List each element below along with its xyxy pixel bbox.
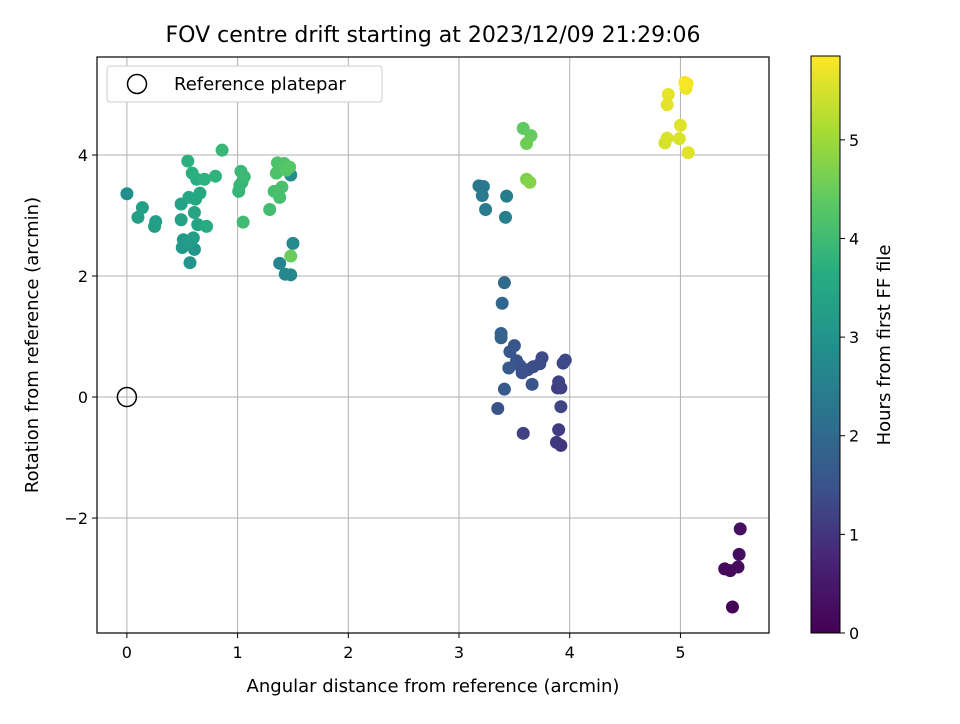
data-point	[660, 98, 674, 112]
data-point	[237, 170, 251, 184]
data-point	[732, 547, 746, 561]
data-point	[186, 231, 200, 245]
data-point	[475, 189, 489, 203]
colorbar-label: Hours from first FF file	[874, 245, 895, 446]
data-point	[200, 219, 214, 233]
x-axis-label: Angular distance from reference (arcmin)	[247, 676, 620, 697]
data-point	[661, 88, 675, 102]
reference-marker	[116, 386, 138, 408]
data-point	[672, 132, 686, 146]
data-point	[497, 276, 511, 290]
data-point	[149, 215, 163, 229]
data-point	[284, 249, 298, 263]
data-point	[520, 137, 534, 151]
data-point	[681, 146, 695, 160]
data-point	[516, 426, 530, 440]
chart-title: FOV centre drift starting at 2023/12/09 …	[166, 23, 701, 48]
y-tick-label: −2	[64, 509, 88, 528]
plot-area-frame	[96, 56, 770, 634]
data-point	[185, 166, 199, 180]
legend-box	[106, 65, 383, 103]
data-point	[284, 268, 298, 282]
y-tick-label: 0	[78, 388, 88, 407]
data-point	[269, 166, 283, 180]
data-point	[549, 435, 563, 449]
grid-lines	[97, 57, 769, 633]
data-point	[678, 75, 692, 89]
data-point	[120, 187, 134, 201]
data-point	[187, 205, 201, 219]
x-tick-label: 0	[122, 643, 132, 662]
data-point	[733, 522, 747, 536]
x-tick-label: 4	[565, 643, 575, 662]
colorbar: 0 1 2 3 4 5 Hours from first FF file	[810, 55, 895, 643]
data-point	[503, 345, 517, 359]
data-point	[286, 236, 300, 250]
data-point	[263, 202, 277, 216]
data-point	[283, 160, 297, 174]
colorbar-tick-label: 1	[849, 525, 859, 544]
data-point	[502, 361, 516, 375]
data-point	[236, 215, 250, 229]
data-point	[660, 131, 674, 145]
data-point	[673, 118, 687, 132]
data-point	[174, 213, 188, 227]
data-point	[525, 377, 539, 391]
data-point	[552, 423, 566, 437]
data-point	[208, 169, 222, 183]
data-point	[499, 210, 513, 224]
data-point	[215, 143, 229, 157]
data-point	[183, 256, 197, 270]
x-tick-label: 3	[454, 643, 464, 662]
data-point	[197, 172, 211, 186]
data-point	[193, 186, 207, 200]
data-point	[500, 189, 514, 203]
y-tick-label: 2	[78, 267, 88, 286]
data-point	[554, 400, 568, 414]
data-point	[495, 296, 509, 310]
colorbar-tick-label: 3	[849, 328, 859, 347]
x-tick-label: 2	[343, 643, 353, 662]
legend-entry-reference: Reference platepar	[174, 74, 346, 95]
data-point	[523, 175, 537, 189]
data-point	[731, 560, 745, 574]
colorbar-tick-label: 2	[849, 427, 859, 446]
colorbar-ticks: 0 1 2 3 4 5	[840, 131, 859, 643]
legend-reference-marker	[126, 73, 148, 95]
data-point	[273, 190, 287, 204]
data-points	[120, 75, 747, 614]
data-point	[273, 256, 287, 270]
colorbar-tick-label: 4	[849, 229, 859, 248]
colorbar-tick-label: 5	[849, 131, 859, 150]
x-tick-label: 1	[233, 643, 243, 662]
data-point	[181, 154, 195, 168]
data-point	[479, 202, 493, 216]
y-axis-label: Rotation from reference (arcmin)	[22, 197, 43, 493]
data-point	[552, 375, 566, 389]
data-point	[558, 353, 572, 367]
x-tick-label: 5	[675, 643, 685, 662]
colorbar-gradient	[810, 55, 841, 634]
data-point	[491, 402, 505, 416]
data-point	[494, 327, 508, 341]
data-point	[135, 201, 149, 215]
y-tick-label: 4	[78, 146, 88, 165]
y-axis-ticks: −2 0 2 4	[64, 146, 97, 528]
data-point	[497, 382, 511, 396]
data-point	[275, 180, 289, 194]
x-axis-ticks: 0 1 2 3 4 5	[122, 633, 686, 662]
colorbar-tick-label: 0	[849, 624, 859, 643]
data-point	[725, 600, 739, 614]
legend: Reference platepar	[106, 65, 383, 103]
reference-point-marker	[116, 386, 138, 408]
data-point	[131, 210, 145, 224]
